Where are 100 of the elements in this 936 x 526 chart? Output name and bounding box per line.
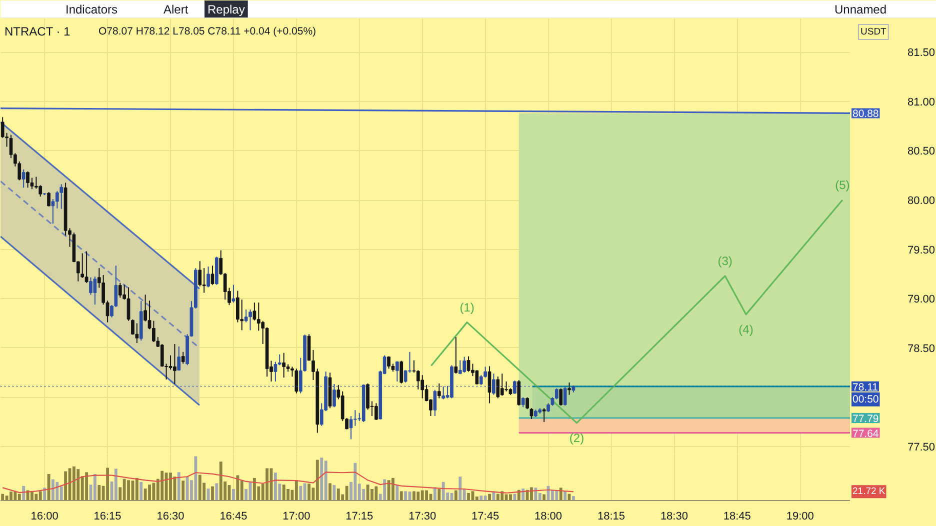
bar: [85, 472, 88, 500]
candlestick: [22, 168, 26, 188]
text: O78.07 H78.12 L78.05 C78.11 +0.04 (+0.05%): [98, 26, 316, 38]
candlestick: [47, 192, 50, 207]
bar: [396, 485, 399, 500]
candlestick: [38, 184, 42, 198]
candlestick: [248, 308, 252, 331]
text: Replay: [208, 2, 245, 16]
bar: [433, 487, 436, 500]
bar: [135, 478, 138, 500]
bar: [127, 480, 130, 500]
x-tick-label: 17:30: [408, 510, 436, 522]
candlestick: [206, 266, 210, 288]
bar: [522, 488, 525, 500]
x-tick-label: 16:45: [220, 510, 248, 522]
bar: [76, 469, 80, 500]
candlestick: [118, 282, 122, 298]
bar: [236, 475, 240, 500]
candlestick: [458, 360, 462, 375]
candlestick: [433, 389, 437, 417]
bar: [442, 482, 445, 500]
bar: [555, 490, 558, 500]
candlestick: [240, 299, 244, 331]
data-label: 77.79: [852, 413, 879, 425]
bar: [299, 486, 302, 500]
bar: [122, 478, 126, 500]
bar: [542, 494, 546, 500]
bar: [303, 483, 306, 500]
candlestick: [513, 380, 516, 394]
x-tick-label: 17:45: [472, 510, 500, 522]
candlestick: [521, 396, 525, 408]
text: Indicators: [66, 2, 118, 16]
candlestick: [198, 260, 202, 287]
candlestick: [160, 344, 164, 368]
bar: [564, 491, 567, 500]
y-tick-label: 78.50: [908, 342, 936, 355]
bar: [509, 494, 512, 500]
bar: [294, 480, 298, 500]
candlestick: [492, 373, 496, 396]
candlestick: [416, 370, 420, 390]
candlestick: [173, 344, 176, 384]
bar: [383, 479, 386, 500]
bar: [186, 476, 189, 500]
bar: [34, 494, 38, 500]
text: 21.72 K: [852, 486, 886, 498]
candlestick: [479, 374, 483, 386]
candlestick: [563, 386, 567, 406]
bar: [148, 484, 151, 500]
bar: [160, 470, 164, 500]
bar: [513, 494, 516, 500]
candlestick: [60, 184, 64, 210]
candlestick: [80, 252, 84, 278]
candlestick: [294, 368, 298, 394]
bar: [14, 492, 17, 500]
bar: [211, 486, 214, 500]
bar: [345, 486, 348, 500]
y-tick-label: 80.00: [908, 195, 936, 207]
bar: [164, 472, 168, 500]
candlestick: [202, 268, 206, 294]
bar: [324, 460, 328, 500]
candlestick: [177, 346, 181, 372]
bar: [219, 462, 222, 500]
annotation: (4): [738, 322, 754, 336]
candlestick: [55, 190, 59, 209]
bar: [177, 472, 180, 500]
candlestick: [0, 116, 4, 138]
candlestick: [466, 356, 470, 372]
bar: [572, 496, 575, 500]
bar: [425, 490, 428, 500]
candlestick: [400, 360, 404, 384]
candlestick: [354, 410, 357, 426]
candlestick: [496, 376, 500, 399]
candlestick: [404, 370, 408, 383]
x-tick-label: 17:00: [282, 510, 310, 522]
candlestick: [168, 354, 172, 370]
bar: [332, 485, 336, 500]
bar: [504, 494, 508, 500]
annotation: (5): [835, 178, 850, 192]
data-label: 80.88: [852, 108, 879, 120]
candlestick: [181, 351, 185, 364]
bar: [106, 468, 109, 500]
bar: [438, 489, 441, 500]
bar: [56, 482, 59, 500]
candlestick: [542, 408, 546, 422]
candlestick: [387, 356, 390, 370]
bar: [336, 488, 340, 500]
bar: [496, 494, 500, 500]
candlestick: [152, 320, 156, 343]
bar: [480, 496, 483, 500]
candlestick: [252, 302, 256, 321]
line-series: [430, 199, 844, 424]
candlestick: [504, 381, 508, 392]
y-tick-label: 81.50: [908, 47, 936, 60]
bar: [215, 483, 218, 500]
candlestick: [131, 318, 134, 336]
bar: [152, 482, 156, 500]
bar: [416, 492, 420, 500]
bar: [169, 472, 172, 500]
candlestick: [126, 286, 130, 322]
bar: [252, 478, 256, 500]
